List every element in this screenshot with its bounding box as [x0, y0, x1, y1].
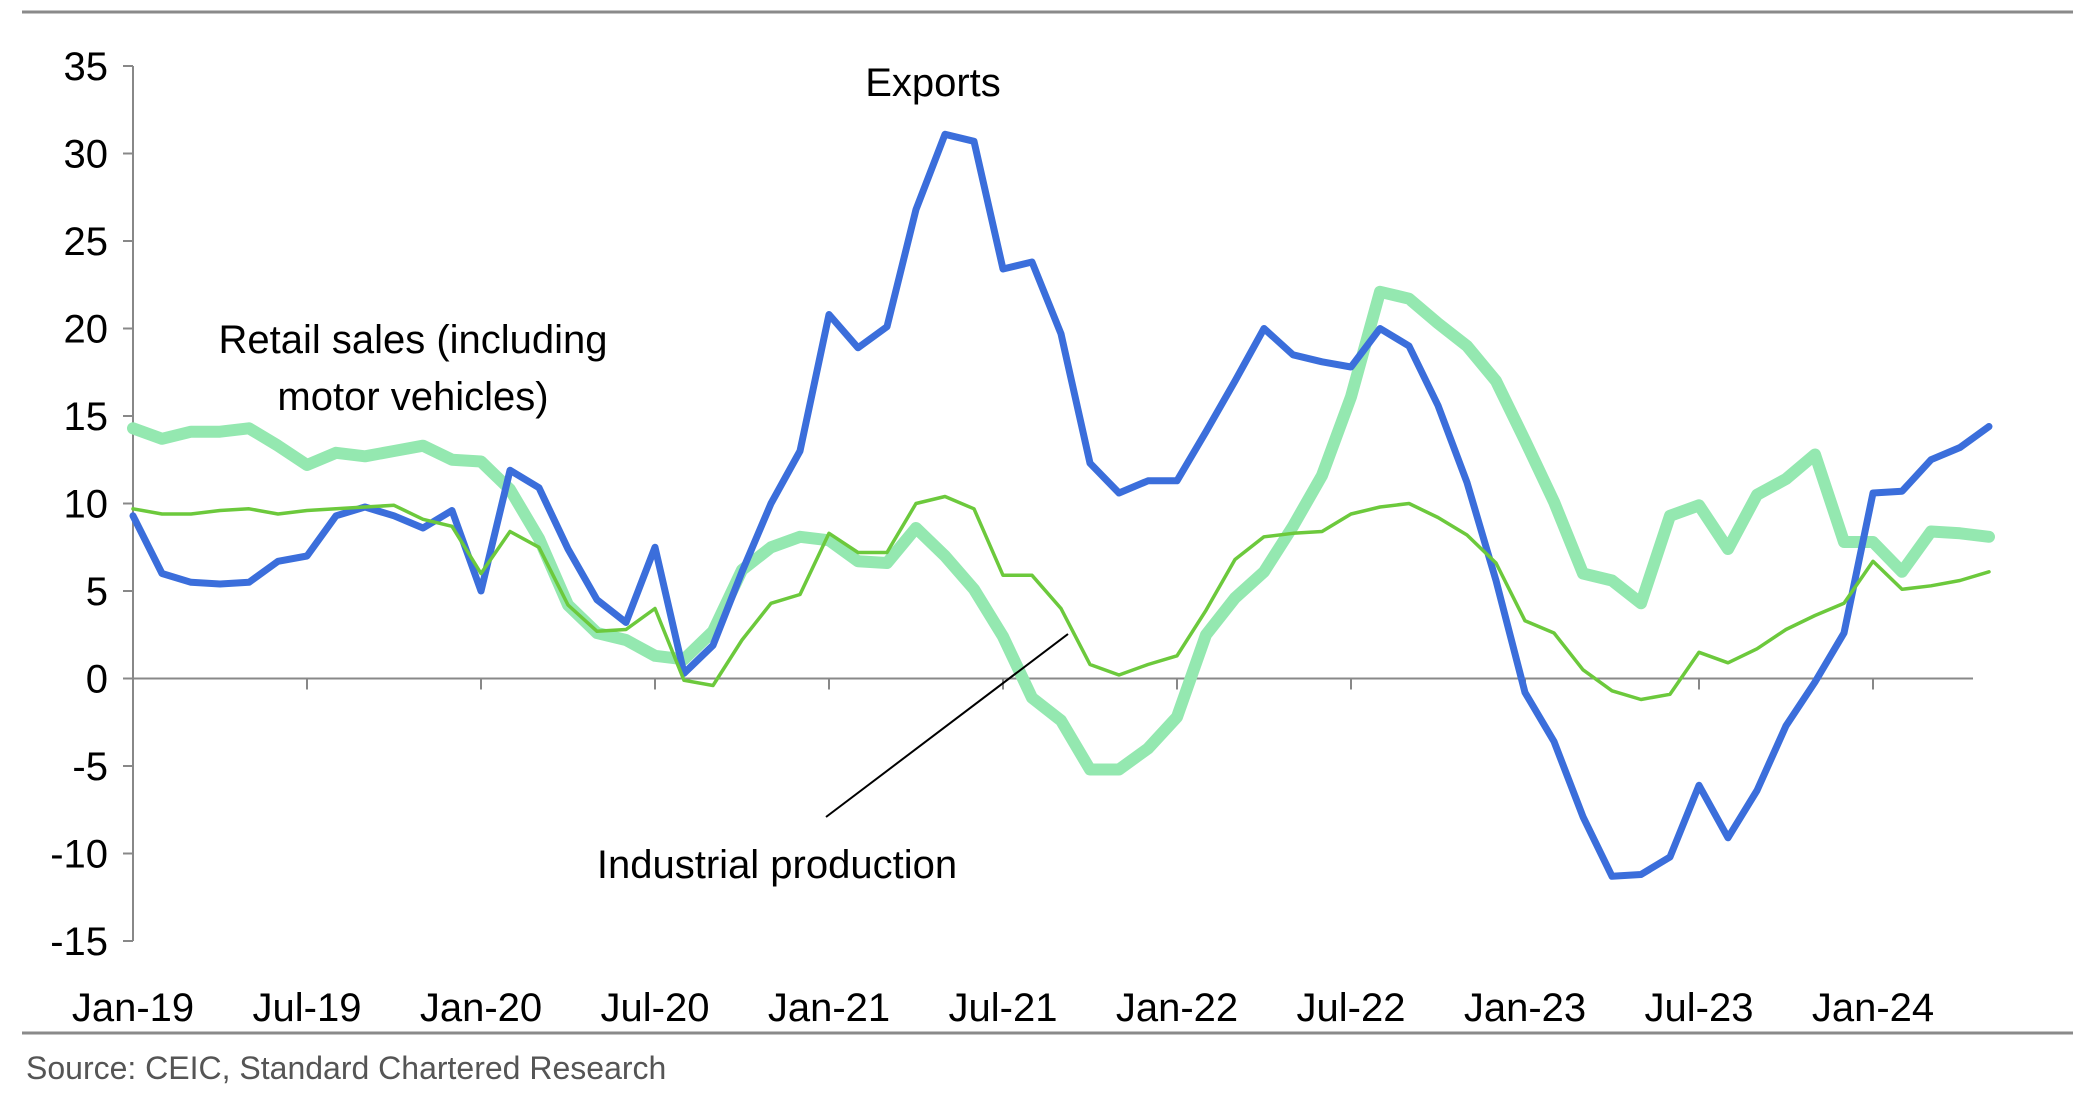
x-tick-label: Jul-20: [601, 986, 710, 1030]
y-tick-label: 30: [64, 133, 109, 177]
x-tick-label: Jan-19: [72, 986, 194, 1030]
x-tick-label: Jul-19: [253, 986, 362, 1030]
series-layer: [127, 130, 1995, 880]
y-tick-label: 25: [64, 220, 109, 264]
y-tick-label: 15: [64, 395, 109, 439]
x-tick-label: Jan-21: [768, 986, 890, 1030]
y-tick-label: 0: [86, 658, 108, 702]
y-tick-label: 35: [64, 45, 109, 89]
x-tick-label: Jan-24: [1812, 986, 1934, 1030]
y-tick-label: 10: [64, 483, 109, 527]
industrial-production-label: Industrial production: [597, 843, 957, 887]
x-tick-label: Jul-21: [949, 986, 1058, 1030]
x-tick-label: Jul-22: [1297, 986, 1406, 1030]
x-tick-label: Jan-23: [1464, 986, 1586, 1030]
exports-label: Exports: [865, 61, 1001, 105]
retail-sales-line: [127, 285, 1995, 776]
industrial-production-pointer: [825, 633, 1069, 818]
annotations: Exports Retail sales (including motor ve…: [218, 61, 1069, 887]
industrial-production-line: [131, 494, 1991, 702]
x-tick-label: Jan-20: [420, 986, 542, 1030]
x-tick-label: Jan-22: [1116, 986, 1238, 1030]
y-tick-label: 5: [86, 570, 108, 614]
source-note: Source: CEIC, Standard Chartered Researc…: [26, 1050, 667, 1086]
axes: -15 -10 -5 0 5 10 15 20 25 30 35 Jan-19 Jul-19 Jan-20…: [50, 45, 1973, 1030]
retail-sales-label-line1: Retail sales (including: [218, 318, 607, 362]
y-tick-label: -10: [50, 833, 108, 877]
retail-sales-label-line2: motor vehicles): [277, 375, 548, 419]
y-tick-label: -5: [72, 745, 108, 789]
y-tick-label: -15: [50, 920, 108, 964]
x-tick-label: Jul-23: [1645, 986, 1754, 1030]
y-tick-label: 20: [64, 308, 109, 352]
exports-line: [129, 130, 1993, 880]
